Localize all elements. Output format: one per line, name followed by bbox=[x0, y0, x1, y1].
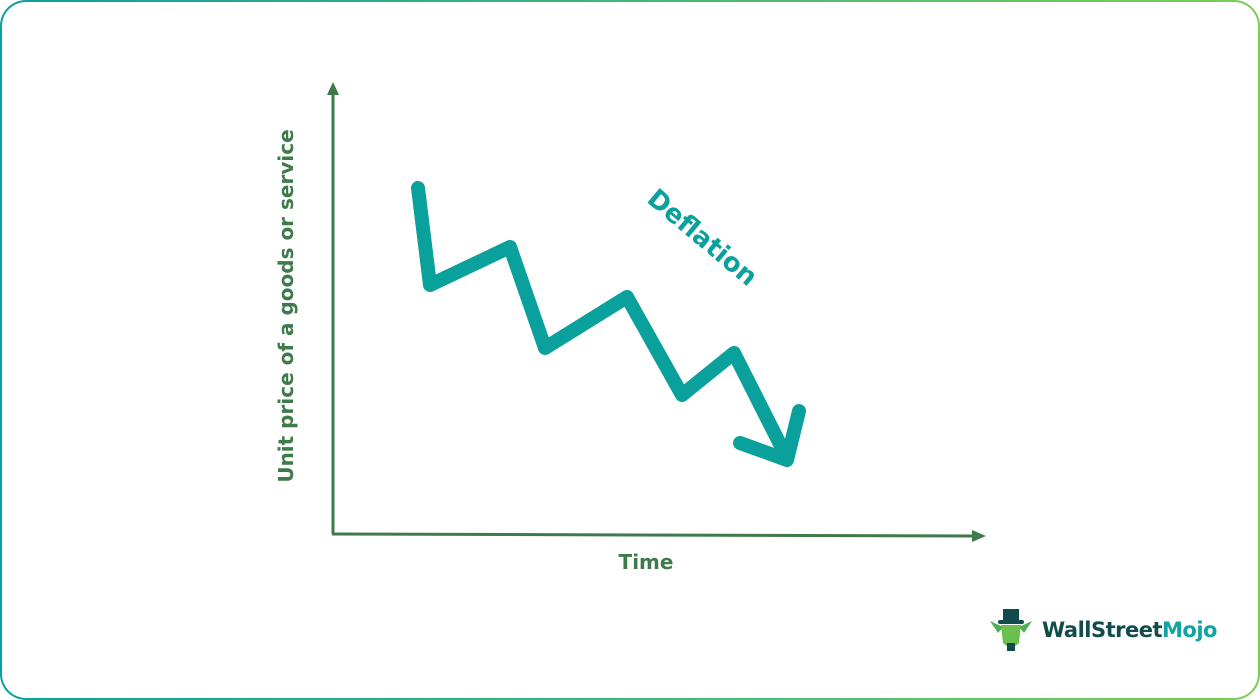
y-axis-label: Unit price of a goods or service bbox=[274, 129, 298, 483]
logo-text-mojo: Mojo bbox=[1162, 618, 1217, 642]
x-axis-label: Time bbox=[618, 550, 674, 574]
deflation-trend-line bbox=[411, 181, 794, 465]
wallstreetmojo-logo: WallStreetMojo bbox=[988, 607, 1217, 653]
y-axis bbox=[327, 82, 339, 534]
x-axis bbox=[331, 530, 986, 542]
trend-arrowhead bbox=[733, 404, 806, 467]
y-axis-arrowhead bbox=[327, 82, 339, 95]
logo-text-wallstreet: WallStreet bbox=[1042, 618, 1163, 642]
x-axis-arrowhead bbox=[972, 530, 986, 542]
logo-text: WallStreetMojo bbox=[1042, 618, 1217, 642]
bull-mascot-icon bbox=[990, 609, 1032, 651]
